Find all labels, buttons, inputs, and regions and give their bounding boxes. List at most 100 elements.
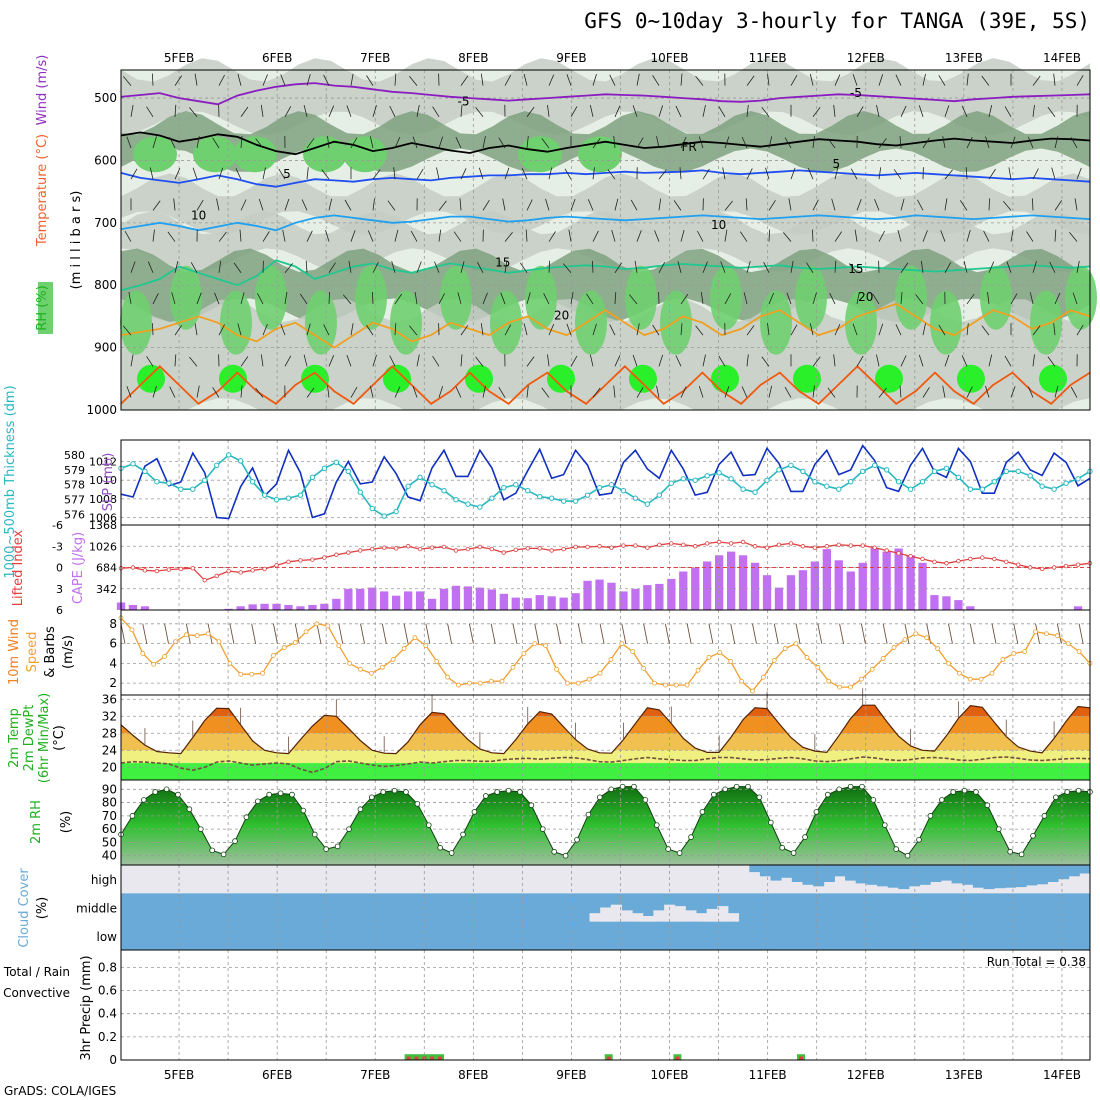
wind-barb: [409, 76, 418, 86]
wind-barb-10m: [839, 623, 845, 644]
wind-barb: [350, 137, 358, 149]
x-tick-label-top: 12FEB: [847, 51, 885, 65]
wind-barb: [346, 354, 352, 367]
rh2m-tick-label: 70: [102, 809, 117, 823]
wind-barb: [453, 231, 462, 242]
wind-barb: [438, 385, 444, 398]
cape-bar: [798, 570, 808, 610]
cape-bar: [1073, 606, 1083, 610]
wind-barb: [126, 136, 132, 149]
lifted-index-marker: [405, 544, 411, 549]
thickness-marker: [249, 479, 256, 485]
wind-barb: [915, 294, 924, 305]
wind-barb: [1032, 354, 1035, 367]
wind-barb: [942, 136, 946, 149]
isotherm-line: [120, 169, 1091, 188]
thickness-marker: [1039, 483, 1045, 489]
thickness-marker: [560, 498, 567, 504]
wind-barb: [900, 105, 907, 117]
wind-barb: [1076, 167, 1082, 180]
cape-bar: [954, 600, 963, 610]
wind-barb: [570, 106, 578, 117]
cloud-middle-gap: [600, 907, 612, 922]
temp2m-ylabel: 2m Temp: [7, 708, 22, 768]
wind-barb: [629, 294, 638, 305]
cloud-high-bar: [813, 865, 825, 887]
wind-barb: [739, 231, 748, 242]
precip-tick-label: 0.8: [98, 960, 117, 974]
rh2m-marker: [334, 843, 341, 850]
cape-bar: [272, 603, 281, 610]
wind-barb: [834, 324, 841, 336]
cape-bar: [679, 571, 688, 610]
lifted-index-marker: [370, 546, 375, 552]
lifted-index-marker: [393, 546, 399, 551]
thickness-marker: [453, 496, 459, 503]
wind-barb: [1004, 106, 1012, 117]
rh2m-marker: [460, 831, 466, 838]
cloud-high-bar: [877, 865, 889, 887]
wind-barb: [387, 200, 396, 211]
wind-speed-marker: [880, 656, 886, 661]
wind-barb: [1026, 231, 1034, 242]
thickness-marker: [537, 493, 543, 500]
wind-barb-10m: [1035, 623, 1041, 644]
thickness-marker: [501, 485, 507, 491]
rh-saturated-cell: [137, 364, 165, 393]
wind-barb: [306, 387, 315, 398]
x-tick-label-bottom: 10FEB: [651, 1068, 689, 1082]
wind-barb: [680, 293, 689, 305]
temp-tick-label: 20: [102, 760, 117, 774]
lifted-index-marker: [585, 544, 590, 550]
wind-speed-marker: [205, 631, 211, 637]
cloud-middle-gap: [589, 913, 601, 922]
cloud-middle-gap: [685, 910, 697, 922]
wind-barb: [239, 229, 242, 242]
temp-fill-group: [121, 705, 1090, 780]
wind-barb: [240, 385, 243, 398]
wind-barb: [482, 385, 486, 398]
wind-speed-marker: [695, 667, 701, 673]
rh2m-marker: [562, 852, 569, 859]
lifted-index-marker: [441, 544, 447, 550]
wind-barb: [194, 73, 198, 86]
wind-barb: [878, 387, 887, 398]
wind-barb: [412, 136, 418, 149]
wind-barb: [854, 229, 858, 242]
rh-moist-cell: [930, 290, 962, 355]
thickness-marker: [1051, 486, 1057, 492]
x-tick-label-top: 8FEB: [458, 51, 488, 65]
rh2m-marker: [209, 847, 216, 854]
cloud-ylabel: (%): [35, 897, 50, 920]
wind-barb: [592, 167, 595, 180]
lifted-index-marker: [992, 556, 997, 562]
temp2m-ylabel: (°C): [52, 725, 67, 751]
rh-moist-cell: [895, 265, 927, 330]
wind-barb: [284, 355, 292, 367]
cape-bar: [631, 588, 640, 610]
rh2m-marker: [779, 844, 785, 851]
thickness-marker: [800, 468, 806, 475]
wind-barb-10m: [447, 623, 453, 644]
wind-barb: [262, 323, 268, 336]
lifted-index-marker: [322, 555, 327, 560]
wind-speed-marker: [521, 651, 527, 656]
isotherm-line: [120, 131, 1091, 156]
wind-barb: [741, 136, 748, 149]
wind-barb: [174, 75, 183, 86]
wind-barb: [658, 105, 664, 117]
rh2m-marker: [950, 789, 956, 795]
wind-barb: [321, 169, 330, 180]
thickness-marker: [429, 482, 435, 488]
rh2m-marker: [1075, 787, 1082, 794]
cape-bar: [368, 587, 377, 610]
lifted-index-marker: [214, 573, 219, 579]
rh2m-marker: [881, 822, 888, 828]
wind-barb: [746, 168, 753, 180]
wind-barb: [698, 136, 704, 149]
wind-barb: [966, 73, 969, 86]
thickness-marker: [824, 483, 830, 489]
thickness-marker: [381, 513, 387, 519]
thickness-marker: [1075, 476, 1081, 482]
thickness-marker: [883, 467, 890, 473]
